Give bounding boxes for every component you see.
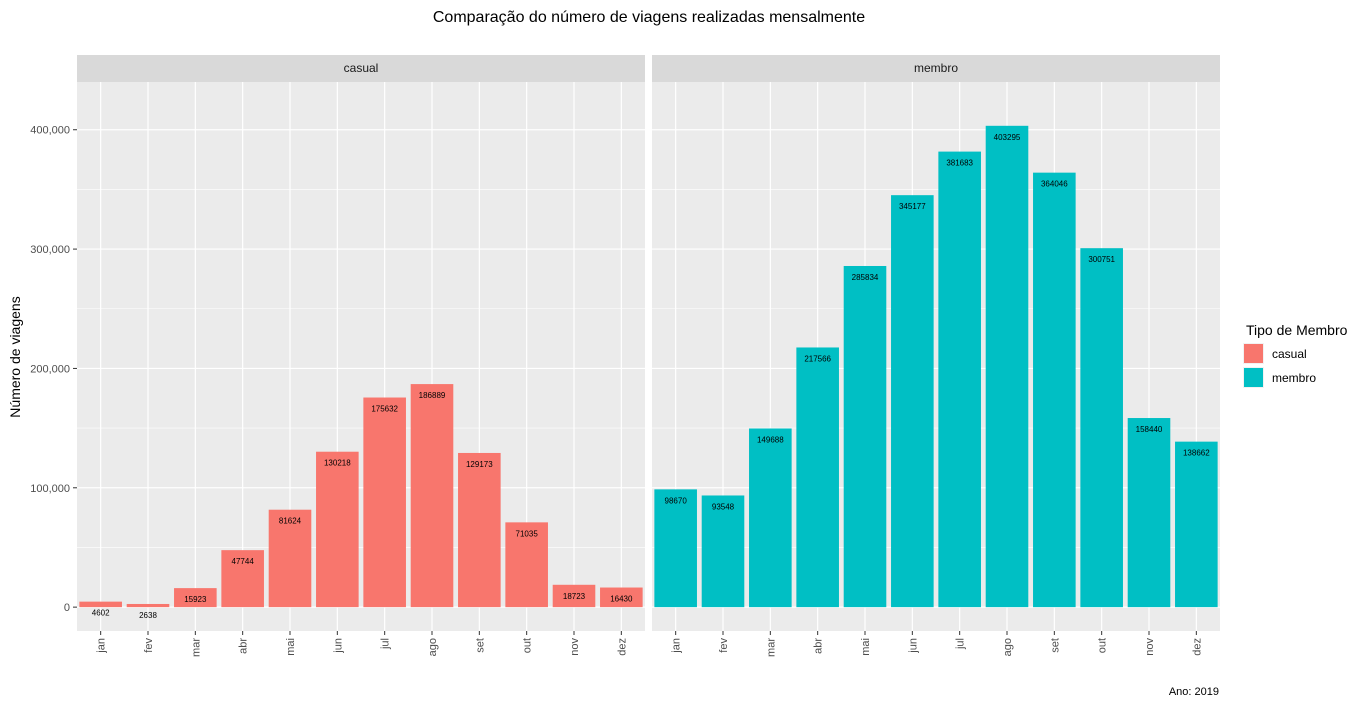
- x-tick-label: abr: [238, 638, 250, 654]
- bar-casual-abr: [221, 550, 264, 608]
- bar-casual-set: [458, 452, 501, 608]
- bar-data-label: 16430: [610, 595, 633, 604]
- x-tick-label: fev: [718, 638, 730, 653]
- bar-membro-ago: [985, 125, 1029, 608]
- bar-data-label: 186889: [419, 391, 446, 400]
- bar-membro-abr: [796, 347, 839, 608]
- chart-panels: casual 4602 2638 15923 47744 81624 130218 17563…: [30, 55, 1220, 657]
- bar-casual-nov: [552, 584, 596, 608]
- bar-data-label: 93548: [712, 502, 735, 511]
- x-tick-label: jan: [671, 638, 683, 654]
- x-tick-label: abr: [813, 638, 825, 654]
- y-tick-label: 200,000: [30, 363, 70, 375]
- x-tick-label: jun: [332, 638, 344, 654]
- x-tick-label: jun: [907, 638, 919, 654]
- bar-membro-jul: [938, 151, 981, 608]
- y-tick-label: 300,000: [30, 244, 70, 256]
- bar-casual-mai: [268, 509, 312, 608]
- bar-data-label: 47744: [232, 557, 255, 566]
- legend-entry-label: membro: [1272, 371, 1316, 385]
- bar-data-label: 71035: [516, 529, 539, 538]
- legend-entries: casual membro: [1243, 343, 1316, 388]
- bar-data-label: 98670: [665, 496, 688, 505]
- legend: Tipo de Membro casual membro: [1243, 322, 1348, 388]
- y-tick-label: 100,000: [30, 483, 70, 495]
- bar-membro-out: [1080, 248, 1123, 608]
- legend-title: Tipo de Membro: [1246, 322, 1348, 338]
- bar-membro-fev: [701, 495, 745, 608]
- bar-data-label: 300751: [1088, 255, 1115, 264]
- x-tick-label: out: [522, 638, 534, 653]
- bar-data-label: 130218: [324, 459, 351, 468]
- chart-caption: Ano: 2019: [1169, 686, 1219, 698]
- facet-strip-label: casual: [344, 61, 379, 75]
- bar-casual-mar: [174, 588, 217, 608]
- x-tick-label: set: [1049, 638, 1061, 653]
- bar-membro-mar: [749, 428, 792, 608]
- bar-membro-set: [1033, 172, 1076, 608]
- bar-casual-dez: [600, 587, 643, 608]
- x-tick-label: nov: [569, 638, 581, 656]
- x-tick-label: mar: [765, 638, 777, 657]
- bar-casual-ago: [410, 384, 454, 608]
- y-tick-label: 400,000: [30, 125, 70, 137]
- bar-casual-jul: [363, 397, 406, 608]
- bar-data-label: 403295: [994, 133, 1021, 142]
- bar-data-label: 18723: [563, 592, 586, 601]
- bar-data-label: 4602: [92, 609, 110, 618]
- bar-data-label: 364046: [1041, 180, 1068, 189]
- bar-membro-dez: [1175, 441, 1218, 608]
- bar-data-label: 381683: [946, 159, 973, 168]
- facet-strip-label: membro: [914, 61, 958, 75]
- x-tick-label: ago: [1002, 638, 1014, 656]
- bar-membro-mai: [843, 265, 887, 608]
- bar-data-label: 345177: [899, 202, 926, 211]
- y-tick-label: 0: [64, 602, 70, 614]
- bar-casual-jun: [316, 451, 359, 608]
- x-tick-label: jan: [96, 638, 108, 654]
- x-tick-label: jul: [955, 638, 967, 650]
- x-tick-label: dez: [616, 638, 628, 656]
- facet-strip-1: [652, 55, 1220, 82]
- bar-membro-jan: [654, 489, 697, 608]
- bar-data-label: 285834: [852, 273, 879, 282]
- facet-strip-0: [77, 55, 645, 82]
- bar-casual-jan: [79, 601, 122, 608]
- legend-swatch-membro: [1244, 368, 1263, 387]
- x-tick-label: mai: [285, 638, 297, 656]
- bar-data-label: 81624: [279, 517, 302, 526]
- x-tick-label: dez: [1191, 638, 1203, 656]
- panel-background-1: [652, 82, 1220, 631]
- x-tick-label: mar: [190, 638, 202, 657]
- bar-casual-out: [505, 522, 548, 608]
- x-tick-label: nov: [1144, 638, 1156, 656]
- x-tick-label: ago: [427, 638, 439, 656]
- bar-data-label: 217566: [804, 354, 831, 363]
- bar-data-label: 175632: [371, 405, 398, 414]
- x-tick-label: mai: [860, 638, 872, 656]
- legend-entry-label: casual: [1272, 347, 1307, 361]
- bar-data-label: 15923: [184, 595, 207, 604]
- bar-data-label: 2638: [139, 611, 157, 620]
- chart-title: Comparação do número de viagens realizad…: [433, 9, 865, 26]
- y-axis-title: Número de viagens: [7, 296, 23, 417]
- bar-data-label: 149688: [757, 435, 784, 444]
- bar-data-label: 158440: [1136, 425, 1163, 434]
- bar-data-label: 138662: [1183, 449, 1210, 458]
- x-tick-label: out: [1097, 638, 1109, 653]
- x-tick-label: fev: [143, 638, 155, 653]
- legend-swatch-casual: [1244, 344, 1263, 363]
- x-tick-label: set: [474, 638, 486, 653]
- bar-data-label: 129173: [466, 460, 493, 469]
- bar-casual-fev: [126, 603, 170, 608]
- x-tick-label: jul: [380, 638, 392, 650]
- panel-background-0: [77, 82, 645, 631]
- bar-membro-jun: [891, 195, 934, 608]
- bar-membro-nov: [1127, 418, 1171, 608]
